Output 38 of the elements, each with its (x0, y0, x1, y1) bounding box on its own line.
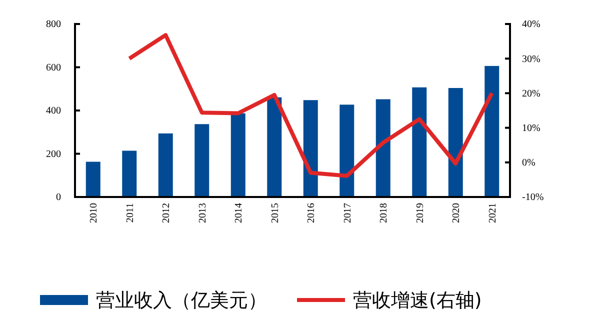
legend-label: 营业收入（亿美元） (96, 290, 267, 312)
x-tick-label: 2016 (306, 203, 318, 223)
x-tick-label: 2012 (161, 203, 172, 223)
y-tick-label: 200 (46, 148, 61, 160)
bar (448, 88, 463, 197)
x-tick-label: 2018 (378, 203, 390, 223)
bar (303, 100, 318, 197)
y2-tick-label: 30% (522, 54, 540, 65)
x-tick-label: 2019 (414, 203, 426, 223)
x-tick-label: 2013 (197, 203, 208, 223)
x-tick-label: 2021 (487, 203, 498, 223)
bar (194, 124, 210, 197)
bar (412, 87, 427, 197)
x-tick-label: 2010 (88, 203, 100, 223)
y-tick-label: 0 (56, 192, 61, 204)
bar (158, 133, 173, 197)
bar (230, 113, 246, 197)
x-tick-label: 2020 (451, 203, 462, 223)
y-tick-label: 600 (46, 62, 61, 74)
bar (376, 99, 390, 197)
y2-tick-label: 0% (522, 158, 536, 169)
bar (86, 162, 100, 197)
y-tick-label: 800 (46, 19, 61, 30)
bar (122, 150, 137, 197)
bar (267, 97, 282, 197)
legend-label: 营收增速(右轴) (353, 290, 482, 312)
y2-tick-label: 20% (522, 88, 540, 100)
y-tick-label: 400 (46, 106, 61, 117)
x-tick-label: 2014 (234, 203, 245, 223)
x-tick-label: 2017 (342, 203, 354, 223)
y2-tick-label: 40% (522, 19, 540, 30)
x-tick-label: 2011 (124, 203, 136, 223)
line-series (127, 33, 494, 178)
y2-tick-label: -10% (522, 192, 544, 204)
y2-tick-label: 10% (522, 123, 540, 134)
x-tick-label: 2015 (270, 203, 281, 223)
bar (484, 66, 500, 197)
bar (340, 104, 354, 197)
